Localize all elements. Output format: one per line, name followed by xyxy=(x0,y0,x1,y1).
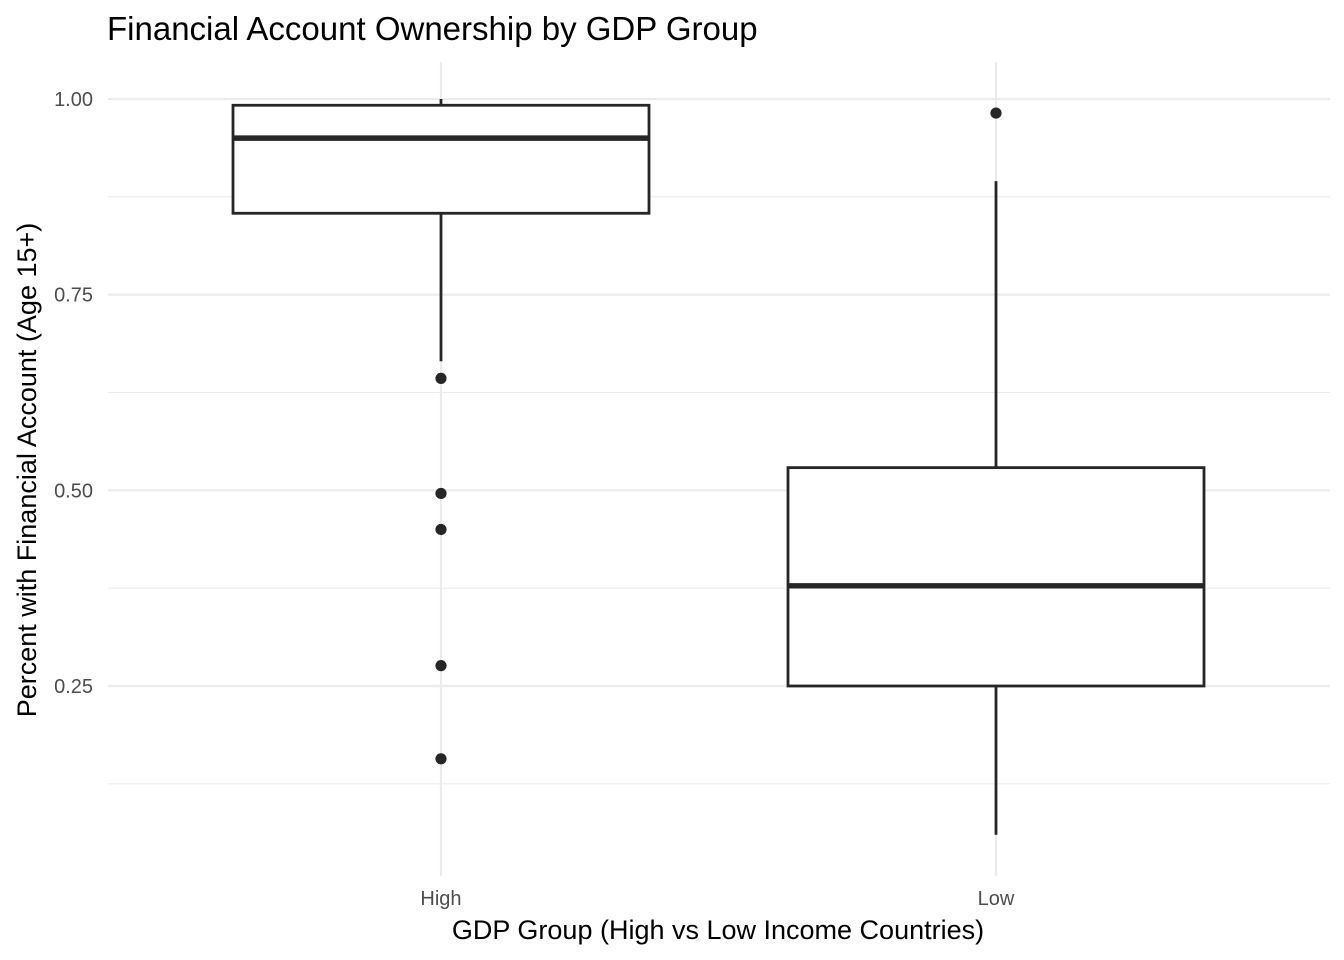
outlier-point xyxy=(435,372,447,385)
x-axis-ticks: High Low xyxy=(420,888,1014,910)
outlier-point xyxy=(990,107,1002,119)
y-tick-label: 0.50 xyxy=(54,480,93,502)
iqr-box xyxy=(231,103,651,215)
y-tick-label: 0.75 xyxy=(54,285,93,307)
chart-title: Financial Account Ownership by GDP Group xyxy=(107,10,758,47)
outlier-point xyxy=(435,660,447,672)
y-tick-label: 0.25 xyxy=(54,676,93,698)
box-low xyxy=(786,107,1206,835)
outlier-point xyxy=(435,487,447,500)
iqr-box xyxy=(786,466,1206,688)
y-axis-ticks: 0.25 0.50 0.75 1.00 xyxy=(54,89,93,698)
boxes xyxy=(231,99,1206,835)
outlier-point xyxy=(435,753,447,765)
x-tick-label: Low xyxy=(978,888,1015,910)
box-high xyxy=(231,99,651,765)
x-axis-title: GDP Group (High vs Low Income Countries) xyxy=(452,915,984,945)
y-tick-label: 1.00 xyxy=(54,89,93,111)
x-tick-label: High xyxy=(420,888,461,910)
outlier-point xyxy=(435,523,447,536)
y-axis-title: Percent with Financial Account (Age 15+) xyxy=(12,223,42,718)
